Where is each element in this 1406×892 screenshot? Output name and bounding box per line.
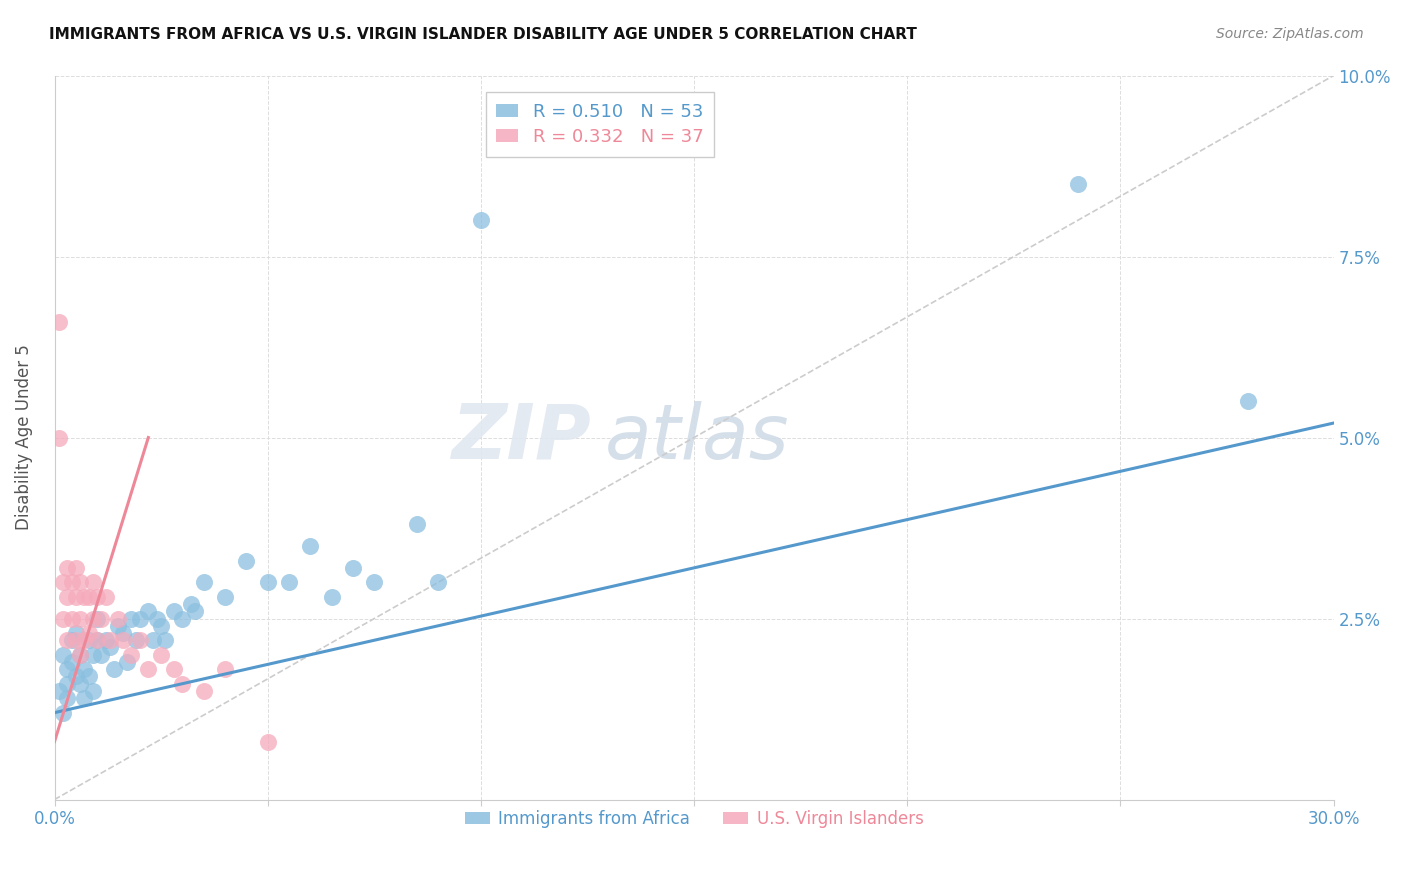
Point [406,517,429,532]
Point [56,633,79,648]
Point [470,213,492,227]
Point [321,590,343,604]
Point [111,633,134,648]
Text: IMMIGRANTS FROM AFRICA VS U.S. VIRGIN ISLANDER DISABILITY AGE UNDER 5 CORRELATIO: IMMIGRANTS FROM AFRICA VS U.S. VIRGIN IS… [49,27,917,42]
Point [214,590,236,604]
Point [69,676,91,690]
Point [69,611,91,625]
Point [56,691,79,706]
Point [193,684,215,698]
Point [56,676,79,690]
Point [77,633,100,648]
Point [69,575,91,590]
Point [363,575,385,590]
Point [82,575,104,590]
Point [56,561,79,575]
Point [184,604,207,618]
Point [120,648,142,662]
Point [98,633,121,648]
Point [299,539,322,553]
Point [82,648,104,662]
Point [73,662,96,676]
Point [52,706,75,720]
Point [256,575,278,590]
Text: atlas: atlas [605,401,789,475]
Point [48,315,70,329]
Point [73,691,96,706]
Point [60,575,83,590]
Point [111,626,134,640]
Text: ZIP: ZIP [451,401,592,475]
Point [65,633,87,648]
Point [90,648,112,662]
Point [82,684,104,698]
Point [278,575,301,590]
Point [86,633,108,648]
Point [98,640,121,655]
Point [136,604,159,618]
Point [65,590,87,604]
Point [77,590,100,604]
Point [342,561,364,575]
Point [60,611,83,625]
Point [94,633,117,648]
Point [256,734,278,748]
Point [52,648,75,662]
Point [163,662,186,676]
Point [73,633,96,648]
Point [65,669,87,683]
Point [180,597,202,611]
Point [172,611,194,625]
Point [56,662,79,676]
Point [65,626,87,640]
Point [73,590,96,604]
Point [82,611,104,625]
Point [77,669,100,683]
Point [69,648,91,662]
Point [120,611,142,625]
Point [48,430,70,444]
Point [427,575,450,590]
Point [1237,394,1260,409]
Point [60,633,83,648]
Point [65,561,87,575]
Point [136,662,159,676]
Point [128,611,150,625]
Point [103,662,125,676]
Point [69,648,91,662]
Point [124,633,146,648]
Point [60,655,83,669]
Point [107,611,129,625]
Point [142,633,165,648]
Legend: Immigrants from Africa, U.S. Virgin Islanders: Immigrants from Africa, U.S. Virgin Isla… [458,804,931,835]
Point [86,611,108,625]
Point [235,553,257,567]
Point [193,575,215,590]
Point [86,590,108,604]
Point [77,626,100,640]
Point [128,633,150,648]
Point [56,590,79,604]
Point [90,611,112,625]
Y-axis label: Disability Age Under 5: Disability Age Under 5 [15,344,32,531]
Point [1067,177,1090,191]
Point [150,619,173,633]
Point [86,633,108,648]
Point [214,662,236,676]
Point [107,619,129,633]
Point [150,648,173,662]
Point [115,655,138,669]
Point [172,676,194,690]
Text: Source: ZipAtlas.com: Source: ZipAtlas.com [1216,27,1364,41]
Point [48,684,70,698]
Point [52,575,75,590]
Point [155,633,177,648]
Point [94,590,117,604]
Point [163,604,186,618]
Point [146,611,169,625]
Point [52,611,75,625]
